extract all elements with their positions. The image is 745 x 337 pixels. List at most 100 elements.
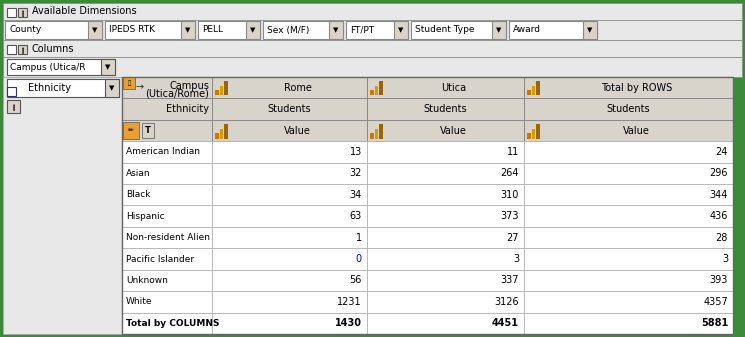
Bar [531, 86, 535, 95]
Bar [367, 77, 524, 98]
Bar [346, 21, 408, 39]
Bar [7, 45, 16, 54]
Bar [246, 21, 260, 39]
Bar [198, 21, 260, 39]
Bar [524, 227, 733, 248]
Text: 373: 373 [501, 211, 519, 221]
Text: ▼: ▼ [105, 64, 111, 70]
Text: 27: 27 [507, 233, 519, 243]
Bar [224, 81, 227, 95]
Bar [7, 79, 119, 97]
Text: 56: 56 [349, 275, 362, 285]
Text: 296: 296 [709, 168, 728, 178]
Bar [367, 248, 524, 270]
Bar [101, 59, 115, 75]
Bar [212, 120, 367, 141]
Bar [212, 77, 367, 98]
Text: Students: Students [606, 104, 650, 114]
Text: Award: Award [513, 26, 541, 34]
Bar [492, 21, 506, 39]
Bar [394, 21, 408, 39]
Text: 310: 310 [501, 190, 519, 200]
Bar [105, 21, 195, 39]
Text: IPEDS RTK: IPEDS RTK [109, 26, 155, 34]
Text: FT/PT: FT/PT [350, 26, 374, 34]
Bar [524, 77, 733, 98]
Bar [122, 270, 212, 291]
Text: Students: Students [267, 104, 311, 114]
Text: 1430: 1430 [335, 318, 362, 328]
Bar [367, 270, 524, 291]
Bar [524, 184, 733, 206]
Bar [18, 8, 27, 17]
Text: Unknown: Unknown [126, 276, 168, 285]
Bar [215, 90, 218, 95]
Text: Ethnicity: Ethnicity [166, 104, 209, 114]
Bar [215, 133, 218, 139]
Text: →: → [136, 83, 144, 93]
Text: ▼: ▼ [399, 27, 404, 33]
Bar [524, 206, 733, 227]
Bar [367, 313, 524, 334]
Bar [375, 129, 378, 139]
Bar [181, 21, 195, 39]
Bar [122, 141, 212, 163]
Text: Sex (M/F): Sex (M/F) [267, 26, 309, 34]
Bar [583, 21, 597, 39]
Text: 13: 13 [349, 147, 362, 157]
Bar [212, 206, 367, 227]
Text: 436: 436 [710, 211, 728, 221]
Bar [3, 77, 122, 334]
Text: Black: Black [126, 190, 150, 199]
Text: 28: 28 [716, 233, 728, 243]
Text: ⬇: ⬇ [11, 106, 15, 112]
Bar [329, 21, 343, 39]
Text: 1231: 1231 [337, 297, 362, 307]
Text: ▼: ▼ [496, 27, 501, 33]
Text: ⬆: ⬆ [20, 10, 24, 15]
Text: ▼: ▼ [587, 27, 593, 33]
Text: 3: 3 [513, 254, 519, 264]
Bar [18, 45, 27, 54]
Text: Value: Value [623, 126, 650, 135]
Text: Hispanic: Hispanic [126, 212, 165, 221]
Text: Value: Value [440, 126, 467, 135]
Bar [3, 3, 742, 20]
Bar [509, 21, 597, 39]
Bar [122, 206, 212, 227]
Bar [122, 120, 212, 141]
Text: 5881: 5881 [701, 318, 728, 328]
Bar [527, 133, 530, 139]
Bar [3, 40, 742, 57]
Bar [7, 100, 20, 113]
Text: Total by ROWS: Total by ROWS [601, 83, 672, 93]
Bar [375, 86, 378, 95]
Bar [122, 227, 212, 248]
Bar [527, 90, 530, 95]
Text: 32: 32 [349, 168, 362, 178]
Text: 🔄: 🔄 [127, 80, 130, 86]
Text: ✏: ✏ [128, 127, 134, 133]
Text: 4357: 4357 [703, 297, 728, 307]
Bar [367, 206, 524, 227]
Text: 24: 24 [716, 147, 728, 157]
Text: 344: 344 [710, 190, 728, 200]
Bar [263, 21, 343, 39]
Text: Students: Students [424, 104, 467, 114]
Text: Value: Value [284, 126, 311, 135]
Bar [122, 77, 733, 334]
Bar [524, 141, 733, 163]
Text: Total by COLUMNS: Total by COLUMNS [126, 319, 220, 328]
Text: ▼: ▼ [250, 27, 256, 33]
Text: Rome: Rome [284, 83, 311, 93]
Bar [212, 291, 367, 313]
Bar [88, 21, 102, 39]
Bar [123, 122, 139, 139]
Bar [212, 184, 367, 206]
Bar [367, 141, 524, 163]
Text: 34: 34 [349, 190, 362, 200]
Bar [411, 21, 506, 39]
Bar [122, 184, 212, 206]
Bar [122, 163, 212, 184]
Bar [367, 291, 524, 313]
